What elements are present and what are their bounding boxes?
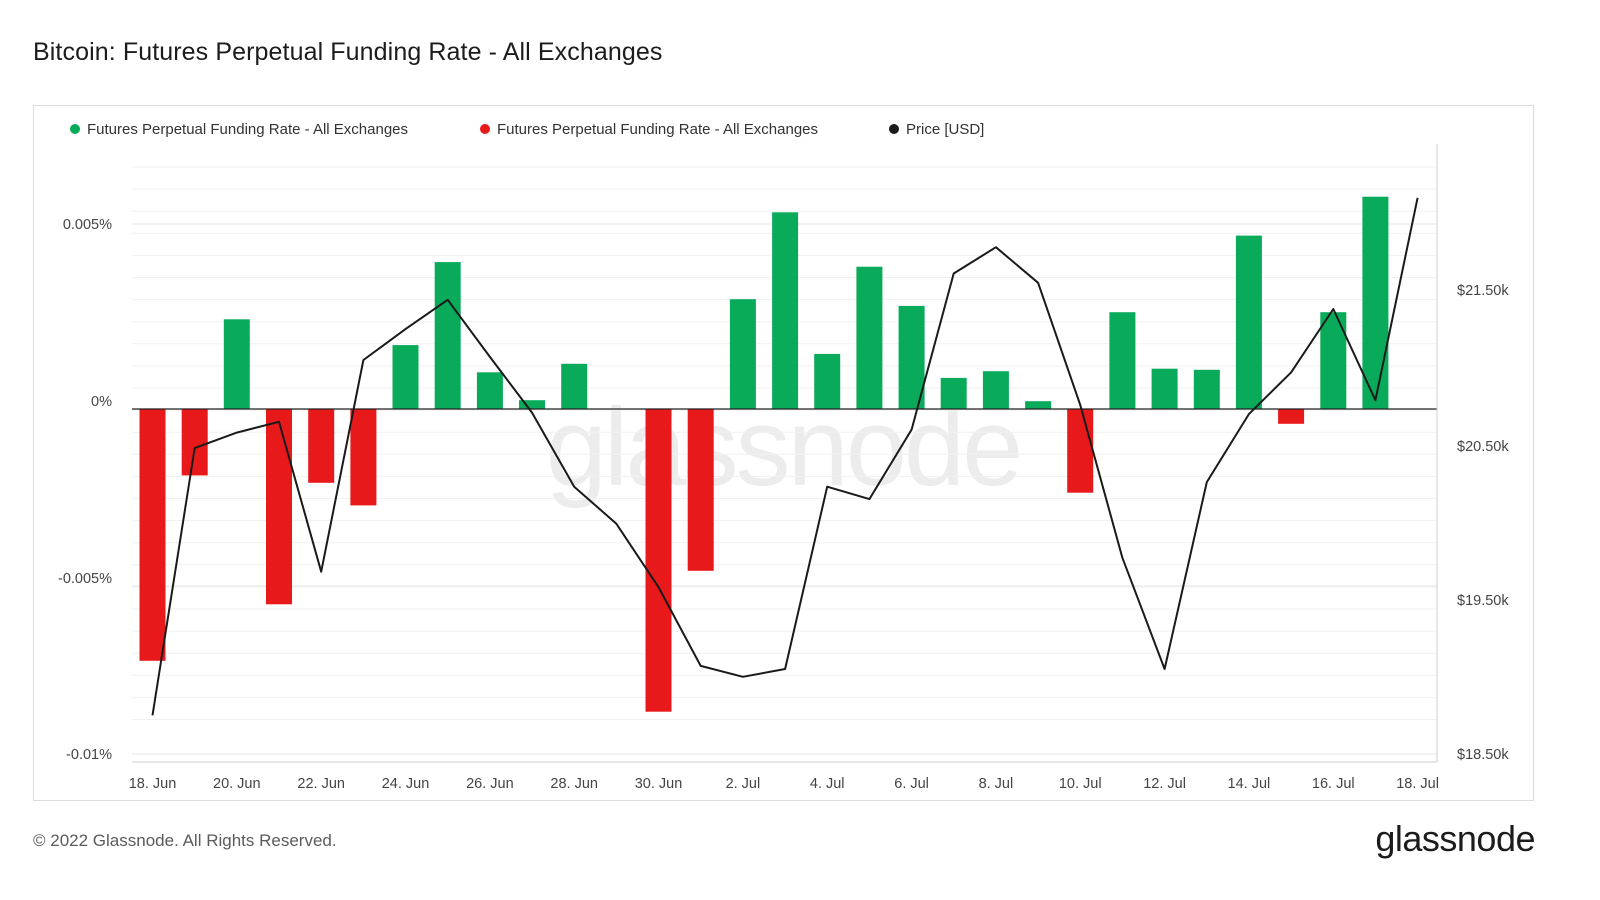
y-left-tick-label: 0.005% [63, 217, 112, 233]
x-tick-label: 30. Jun [635, 776, 683, 792]
legend-dot [889, 124, 899, 134]
bar-negative [266, 409, 292, 605]
legend-label: Price [USD] [906, 121, 984, 138]
bar-positive [1193, 369, 1220, 409]
legend-label: Futures Perpetual Funding Rate - All Exc… [497, 121, 818, 138]
bar-negative [139, 409, 166, 661]
bar-positive [1362, 196, 1389, 409]
bar-positive [434, 262, 461, 409]
bar-positive [940, 377, 967, 409]
bar-negative [1278, 409, 1305, 424]
bar-positive [898, 305, 925, 409]
y-right-tick-label: $18.50k [1457, 747, 1509, 763]
x-tick-label: 8. Jul [979, 776, 1014, 792]
x-tick-label: 18. Jul [1396, 776, 1439, 792]
y-left-tick-label: 0% [91, 394, 112, 410]
bar-positive [772, 212, 799, 409]
bar-positive [1025, 401, 1052, 409]
y-right-tick-label: $21.50k [1457, 283, 1509, 299]
x-tick-label: 26. Jun [466, 776, 514, 792]
bar-positive [856, 266, 883, 409]
funding-rate-bars [139, 196, 1389, 712]
bar-positive [223, 319, 250, 409]
legend-dot [70, 124, 80, 134]
chart-frame [33, 105, 1534, 801]
bar-negative [645, 409, 672, 712]
bar-positive [1109, 312, 1136, 409]
y-right-tick-label: $20.50k [1457, 439, 1509, 455]
x-tick-label: 28. Jun [550, 776, 598, 792]
chart-title: Bitcoin: Futures Perpetual Funding Rate … [33, 38, 663, 66]
x-tick-label: 10. Jul [1059, 776, 1102, 792]
legend-dot [480, 124, 490, 134]
y-left-tick-label: -0.01% [66, 747, 112, 763]
bar-negative [687, 409, 714, 571]
bar-positive [476, 372, 503, 409]
x-tick-label: 6. Jul [894, 776, 929, 792]
price-series-line [151, 197, 1419, 716]
bar-negative [350, 409, 377, 506]
copyright-footer: © 2022 Glassnode. All Rights Reserved. [33, 831, 337, 850]
x-tick-label: 18. Jun [129, 776, 177, 792]
x-tick-label: 20. Jun [213, 776, 261, 792]
x-tick-label: 16. Jul [1312, 776, 1355, 792]
x-tick-label: 2. Jul [726, 776, 761, 792]
x-tick-label: 24. Jun [382, 776, 430, 792]
legend: Futures Perpetual Funding Rate - All Exc… [70, 121, 984, 138]
bar-positive [814, 353, 841, 409]
axes: 0.005% 0% -0.005% -0.01% $21.50k $20.50k $19.5… [58, 144, 1509, 792]
bar-negative [1067, 409, 1094, 493]
bar-positive [392, 345, 419, 409]
bar-negative [181, 409, 208, 476]
x-tick-label: 12. Jul [1143, 776, 1186, 792]
bar-positive [982, 371, 1009, 409]
bar-negative [308, 409, 335, 483]
y-right-tick-label: $19.50k [1457, 593, 1509, 609]
bar-positive [1235, 235, 1262, 409]
price-line [151, 197, 1419, 716]
x-tick-label: 14. Jul [1228, 776, 1271, 792]
glassnode-logo: glassnode [1375, 818, 1535, 859]
bar-positive [729, 299, 756, 409]
bar-positive [1151, 368, 1178, 409]
legend-label: Futures Perpetual Funding Rate - All Exc… [87, 121, 408, 138]
bar-positive [561, 363, 588, 409]
bar-positive [519, 400, 545, 409]
x-tick-label: 22. Jun [297, 776, 345, 792]
x-tick-label: 4. Jul [810, 776, 845, 792]
y-left-tick-label: -0.005% [58, 571, 112, 587]
